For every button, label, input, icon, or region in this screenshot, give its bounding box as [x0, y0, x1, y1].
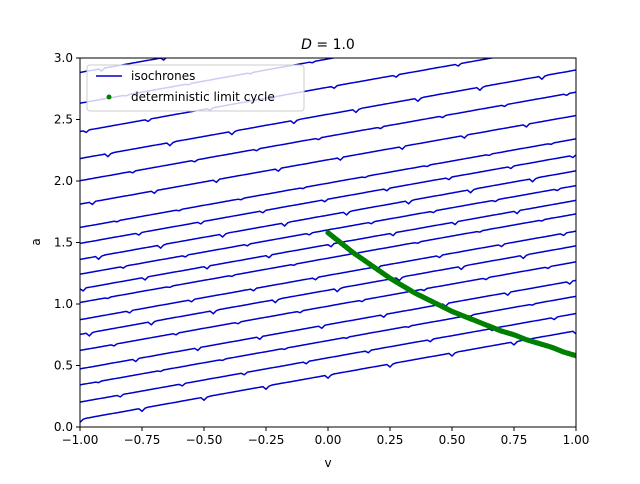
isochrone-line [80, 114, 576, 206]
legend-box [86, 64, 305, 112]
x-tick-label: −1.00 [62, 433, 99, 447]
y-tick-label: 1.0 [54, 297, 73, 311]
isochrone-line [80, 154, 576, 245]
isochrone-line [80, 330, 576, 423]
legend-limit-cycle-marker [106, 94, 112, 100]
isochrone-line [80, 199, 576, 292]
isochrone-line [80, 58, 496, 134]
y-tick-label: 0.5 [54, 359, 73, 373]
y-tick-label: 1.5 [54, 236, 73, 250]
legend-isochrones-label: isochrones [131, 69, 195, 83]
y-tick-label: 0.0 [54, 420, 73, 434]
isochrone-line [80, 213, 576, 304]
isochrone-line [80, 184, 576, 275]
x-tick-label: −0.25 [248, 433, 285, 447]
isochrone-line [80, 261, 576, 352]
x-tick-label: 0.25 [377, 433, 404, 447]
y-tick-label: 3.0 [54, 51, 73, 65]
isochrone-line [80, 279, 576, 370]
legend-limit-cycle-label: deterministic limit cycle [131, 90, 275, 104]
title-value: 1.0 [333, 37, 355, 53]
isochrones-layer [80, 58, 576, 423]
limit-cycle-layer [325, 230, 576, 359]
isochrone-line [80, 58, 167, 74]
title-equals: = [312, 37, 333, 53]
isochrone-line [80, 69, 576, 160]
x-tick-label: 0.75 [501, 433, 528, 447]
x-ticks: −1.00 −0.75 −0.50 −0.25 0.00 0.25 0.50 0.75 1.00 [62, 427, 590, 447]
x-tick-label: 0.50 [439, 433, 466, 447]
chart-title: D = 1.0 [301, 37, 355, 53]
x-tick-label: 0.00 [315, 433, 342, 447]
isochrone-line [80, 295, 576, 386]
isochrone-line [80, 170, 576, 261]
y-tick-label: 2.0 [54, 174, 73, 188]
isochrone-line [80, 245, 576, 337]
y-ticks: 0.0 0.5 1.0 1.5 2.0 2.5 3.0 [54, 51, 80, 434]
isochrone-line [80, 230, 576, 321]
y-tick-label: 2.5 [54, 113, 73, 127]
y-axis-label: a [29, 238, 43, 245]
legend: isochrones deterministic limit cycle [86, 64, 305, 112]
title-variable: D [301, 37, 312, 53]
limit-cycle-point [573, 353, 576, 359]
x-axis-label: v [324, 456, 331, 470]
x-tick-label: 1.00 [563, 433, 590, 447]
x-tick-label: −0.50 [186, 433, 223, 447]
x-tick-label: −0.75 [124, 433, 161, 447]
isochrone-line [80, 91, 576, 182]
isochrone-line [80, 138, 576, 229]
